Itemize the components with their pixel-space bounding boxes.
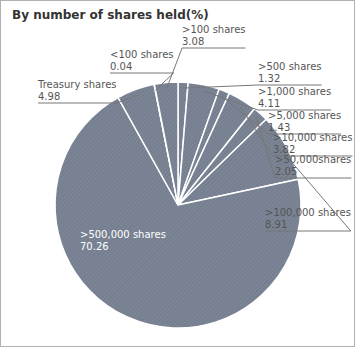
data-label: 2.05 xyxy=(275,166,297,177)
leader-line xyxy=(281,150,351,231)
chart: By number of shares held(%) >500 shares1.… xyxy=(0,0,355,347)
data-label: 8.91 xyxy=(265,219,287,230)
leader-line xyxy=(222,97,268,134)
leader-line xyxy=(117,95,138,103)
leader-line xyxy=(183,85,258,88)
slices xyxy=(55,82,301,328)
slice-label: <100 shares xyxy=(110,49,174,60)
data-label: 3.08 xyxy=(182,36,204,47)
slice-label: >100 shares xyxy=(182,24,246,35)
underline xyxy=(38,103,117,104)
data-label: 4.11 xyxy=(258,98,280,109)
frame xyxy=(1,1,355,347)
leader-line xyxy=(167,48,182,89)
slice-label: >500,000 shares xyxy=(80,229,166,240)
slice-label: >5,000 shares xyxy=(268,110,341,121)
data-label: 0.04 xyxy=(110,61,132,72)
underline xyxy=(265,231,351,232)
leader-line xyxy=(256,118,275,178)
slice-label: >10,000 shares xyxy=(273,132,352,143)
data-label: 70.26 xyxy=(80,241,109,252)
slice-label: >500 shares xyxy=(258,61,322,72)
leader-line xyxy=(203,91,258,110)
underline xyxy=(182,48,246,49)
slice-label: >1,000 shares xyxy=(258,86,331,97)
data-label: 1.32 xyxy=(258,73,280,84)
slice xyxy=(154,82,178,205)
underline xyxy=(275,178,351,179)
labels: >500 shares1.32 >1,000 shares4.11>5,000 s… xyxy=(37,24,352,252)
leader-line xyxy=(155,73,173,90)
slice-label: Treasury shares xyxy=(37,79,117,90)
title: By number of shares held(%) xyxy=(12,8,209,22)
underline xyxy=(110,73,174,74)
leader-line xyxy=(239,105,273,156)
data-label: 4.98 xyxy=(38,91,60,102)
